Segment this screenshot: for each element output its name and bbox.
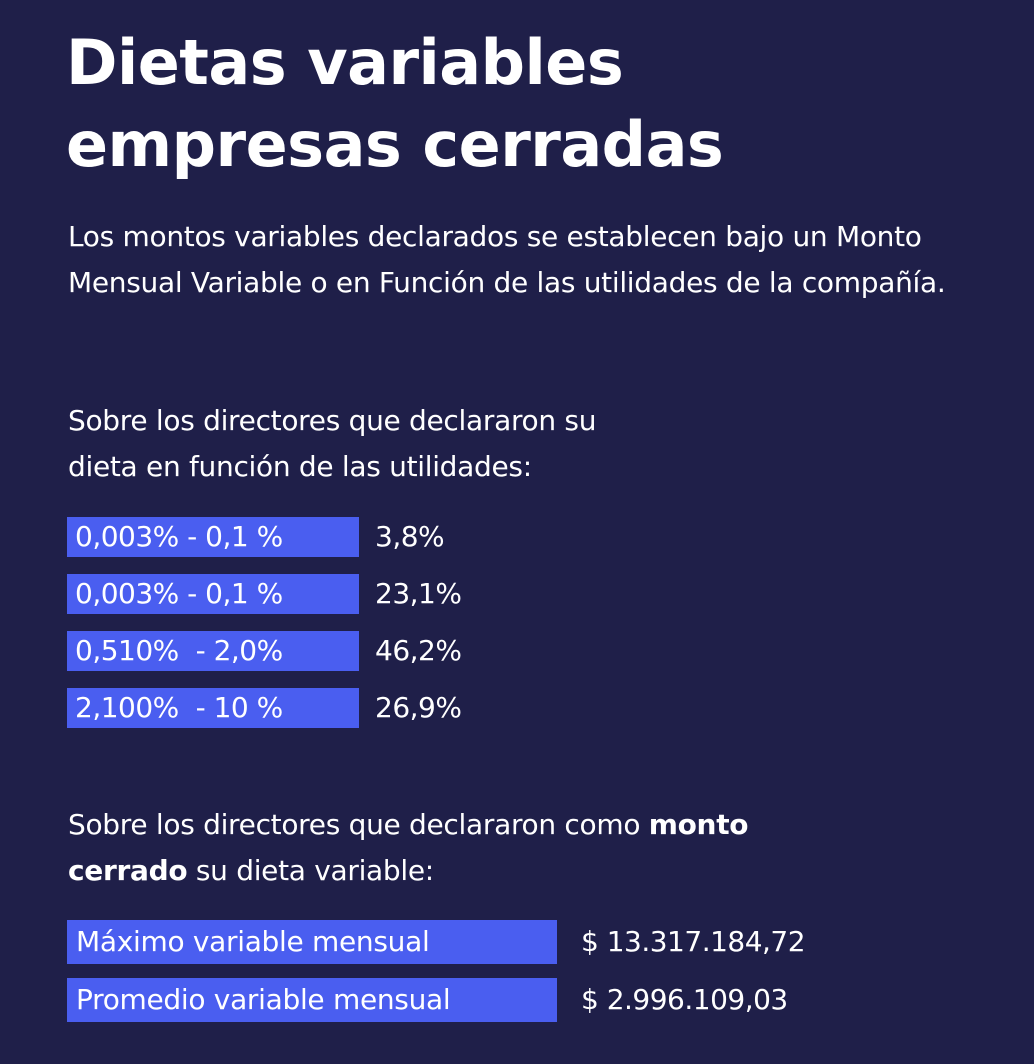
cerrado-lead-bold-1: monto: [648, 808, 749, 841]
range-label: 0,510% - 2,0%: [67, 631, 359, 671]
range-percentage: 3,8%: [375, 520, 445, 553]
amount-row: Máximo variable mensual $ 13.317.184,72: [67, 920, 806, 964]
cerrado-amount-list: Máximo variable mensual $ 13.317.184,72 …: [67, 920, 806, 1036]
page-title-line-2: empresas cerradas: [66, 108, 724, 181]
utilidades-range-list: 0,003% - 0,1 % 3,8% 0,003% - 0,1 % 23,1%…: [67, 517, 462, 745]
page-title-line-1: Dietas variables: [66, 26, 624, 99]
amount-label: Máximo variable mensual: [67, 920, 557, 964]
utilidades-lead: Sobre los directores que declararon su d…: [68, 398, 1008, 490]
page-title: Dietas variables empresas cerradas: [66, 22, 1006, 186]
amount-label: Promedio variable mensual: [67, 978, 557, 1022]
range-percentage: 46,2%: [375, 634, 462, 667]
cerrado-lead-text-1: Sobre los directores que declararon como: [68, 808, 649, 841]
range-label: 2,100% - 10 %: [67, 688, 359, 728]
range-percentage: 26,9%: [375, 691, 462, 724]
cerrado-lead-bold-2: cerrado: [68, 854, 188, 887]
amount-value: $ 13.317.184,72: [581, 925, 806, 958]
cerrado-lead-text-2: su dieta variable:: [187, 854, 434, 887]
utilidades-lead-line-1: Sobre los directores que declararon su: [68, 404, 597, 437]
range-percentage: 23,1%: [375, 577, 462, 610]
utilidades-lead-line-2: dieta en función de las utilidades:: [68, 450, 532, 483]
range-row: 0,003% - 0,1 % 23,1%: [67, 574, 462, 614]
amount-row: Promedio variable mensual $ 2.996.109,03: [67, 978, 805, 1022]
range-row: 2,100% - 10 % 26,9%: [67, 688, 462, 728]
range-row: 0,510% - 2,0% 46,2%: [67, 631, 462, 671]
cerrado-lead: Sobre los directores que declararon como…: [68, 802, 1008, 894]
intro-paragraph: Los montos variables declarados se estab…: [68, 220, 946, 299]
range-label: 0,003% - 0,1 %: [67, 517, 359, 557]
amount-value: $ 2.996.109,03: [581, 983, 788, 1016]
range-row: 0,003% - 0,1 % 3,8%: [67, 517, 461, 557]
range-label: 0,003% - 0,1 %: [67, 574, 359, 614]
